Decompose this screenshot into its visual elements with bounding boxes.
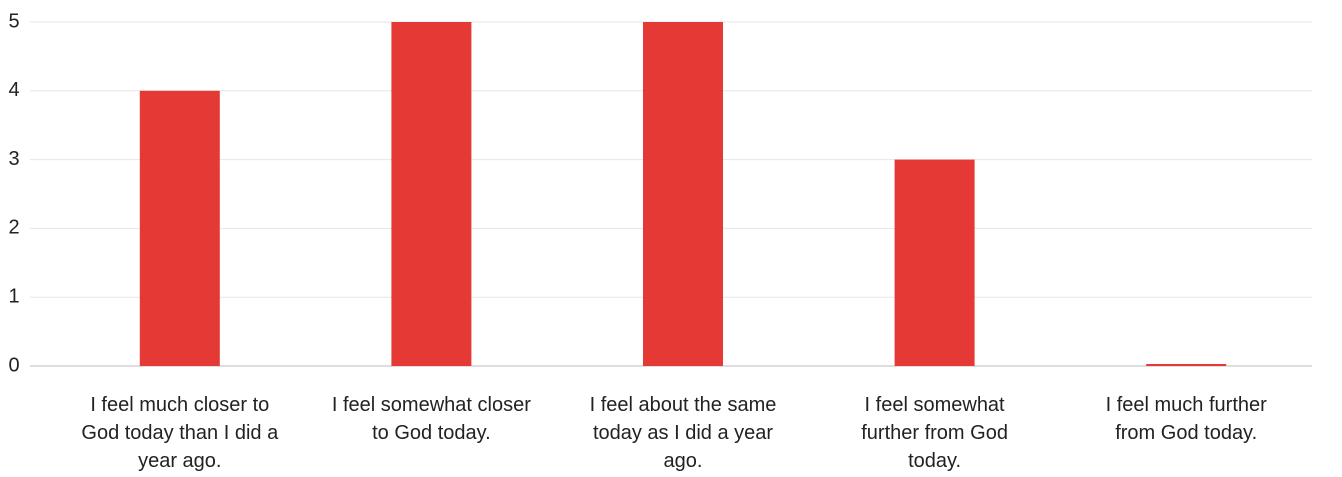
x-tick-label: I feel somewhat further from God today.	[861, 394, 1008, 472]
y-tick-label: 0	[8, 354, 19, 376]
bar	[894, 159, 975, 366]
bar	[1146, 364, 1227, 366]
x-tick-label: I feel about the same today as I did a y…	[589, 394, 777, 472]
y-tick-label: 2	[8, 217, 19, 239]
x-tick-label: I feel much closer to God today than I d…	[81, 394, 279, 472]
y-tick-label: 5	[8, 10, 19, 32]
x-tick-label: I feel much further from God today.	[1105, 394, 1267, 444]
y-tick-label: 3	[8, 148, 19, 170]
bar	[139, 90, 220, 367]
y-tick-label: 4	[8, 79, 19, 101]
bar	[391, 22, 472, 366]
x-tick-label: I feel somewhat closer to God today.	[331, 394, 531, 444]
y-tick-label: 1	[8, 285, 19, 307]
bar	[643, 22, 723, 366]
